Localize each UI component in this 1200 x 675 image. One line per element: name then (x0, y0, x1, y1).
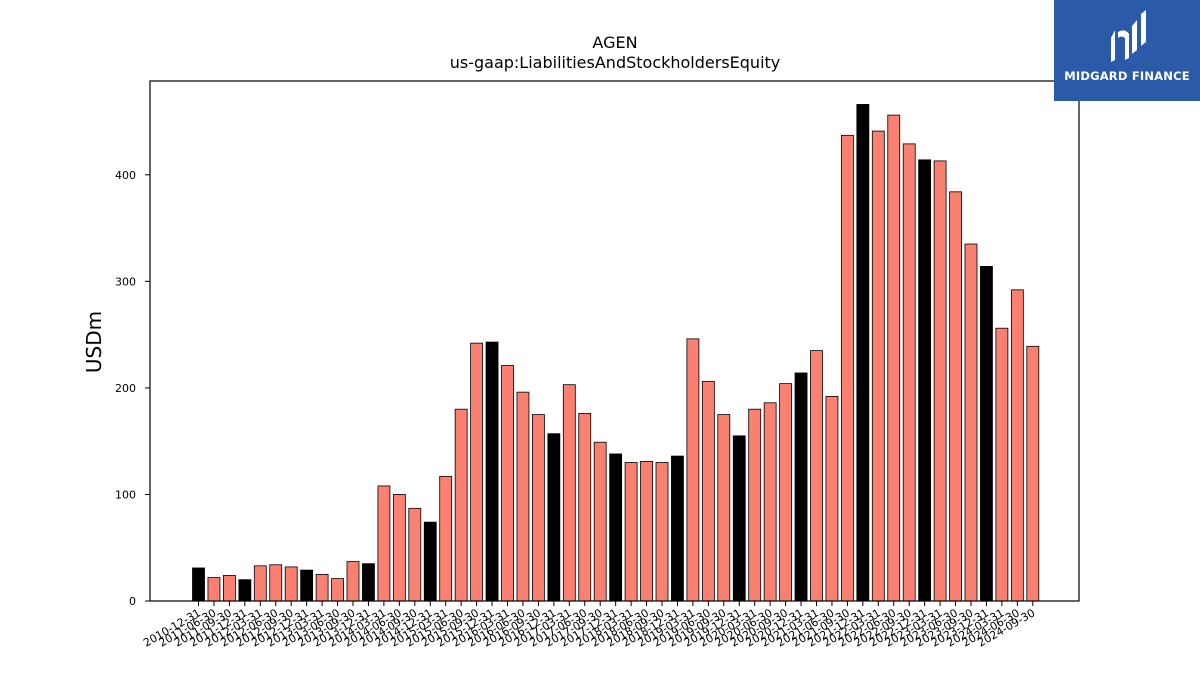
bar-2022-03-31 (871, 130, 885, 602)
bar-2010-12-31 (192, 567, 205, 602)
bar-2012-03-31 (253, 565, 267, 602)
bar-2013-06-30 (331, 578, 344, 602)
bar-2013-03-31 (315, 573, 329, 602)
bar-2019-06-30 (701, 381, 715, 602)
bar-2016-03-31 (501, 365, 514, 602)
bar-2024-06-30 (1010, 289, 1024, 602)
midgard-finance-logo: MIDGARD FINANCE (1054, 0, 1200, 101)
bar-2014-03-31 (377, 485, 391, 602)
bar-2013-12-31 (362, 563, 375, 602)
bar-2024-03-31 (995, 327, 1009, 602)
bar-2017-09-30 (593, 441, 607, 602)
bar-2014-12-31 (423, 521, 437, 602)
bar-2021-06-30 (825, 396, 839, 602)
bar-2019-09-30 (717, 414, 731, 602)
bar-2024-09-30 (1026, 345, 1040, 602)
bar-2020-03-31 (748, 408, 762, 602)
bar-2019-12-31 (732, 435, 746, 602)
bar-2013-09-30 (346, 561, 360, 602)
bar-2011-06-30 (207, 577, 221, 602)
y-tick-label: 300 (115, 275, 136, 288)
bar-2022-12-31 (918, 159, 932, 602)
bar-2016-06-30 (516, 391, 530, 602)
bar-2012-06-30 (269, 564, 283, 602)
chart-subtitle: us-gaap:LiabilitiesAndStockholdersEquity (450, 53, 781, 72)
x-axis-ticks: 2010-12-312011-06-302011-09-302011-12-31… (141, 601, 1037, 650)
y-tick-label: 0 (129, 595, 136, 608)
bar-2016-12-31 (547, 433, 561, 602)
bar-2012-09-30 (284, 566, 298, 602)
bar-2019-03-31 (686, 338, 700, 602)
y-axis-label: USDm (82, 311, 106, 373)
plot-frame (149, 80, 1080, 602)
bar-2021-03-31 (810, 350, 823, 602)
logo-text: MIDGARD FINANCE (1064, 69, 1190, 83)
bar-2014-06-30 (392, 494, 406, 602)
y-axis-ticks: 0 100 200 300 400 (115, 169, 150, 608)
logo-mark-icon (1111, 10, 1146, 62)
bar-2017-06-30 (578, 413, 592, 602)
bar-2020-09-30 (779, 383, 792, 602)
bar-series (192, 104, 1040, 602)
bar-2016-09-30 (532, 414, 545, 602)
y-tick-label: 200 (115, 382, 136, 395)
bar-2015-12-31 (485, 341, 499, 602)
chart-title: AGEN (592, 33, 637, 52)
bar-2015-03-31 (439, 475, 453, 602)
bar-2020-06-30 (763, 402, 777, 602)
bar-2012-12-31 (300, 569, 314, 602)
bar-2020-12-31 (794, 372, 808, 602)
bar-2015-09-30 (470, 342, 484, 602)
bar-2023-09-30 (964, 243, 978, 602)
bar-2018-03-31 (624, 462, 638, 602)
bar-2015-06-30 (454, 408, 468, 602)
bar-2023-12-31 (980, 266, 993, 602)
bar-2023-06-30 (949, 191, 962, 602)
bar-2011-09-30 (222, 575, 236, 602)
bar-2017-03-31 (562, 384, 576, 602)
bar-2014-09-30 (408, 507, 422, 602)
bar-2017-12-31 (609, 453, 623, 602)
bar-2018-06-30 (640, 461, 653, 602)
bar-2018-09-30 (655, 462, 669, 602)
bar-2011-12-31 (238, 579, 252, 602)
bar-2022-09-30 (902, 143, 916, 602)
y-tick-label: 100 (115, 488, 136, 501)
bar-2021-12-31 (856, 104, 870, 602)
bar-2021-09-30 (841, 134, 854, 602)
bar-2018-12-31 (671, 455, 684, 602)
bar-2022-06-30 (887, 114, 901, 602)
bar-2023-03-31 (933, 160, 947, 602)
y-tick-label: 400 (115, 169, 136, 182)
